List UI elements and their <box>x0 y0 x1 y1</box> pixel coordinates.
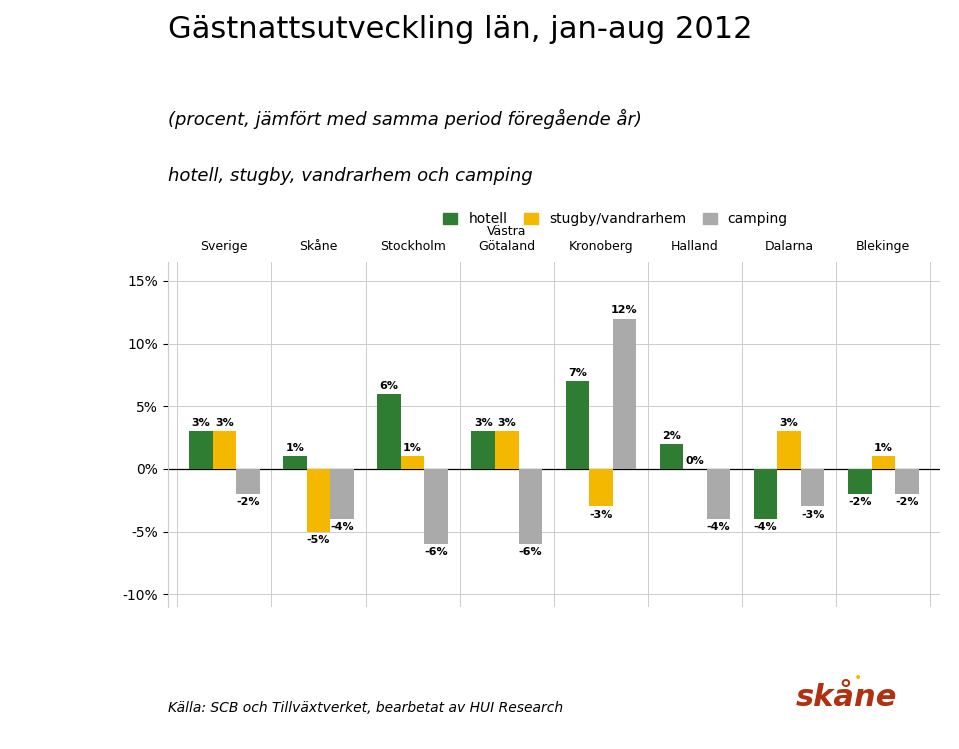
Text: -2%: -2% <box>236 497 260 507</box>
Bar <box>519 469 542 544</box>
Bar <box>213 431 236 469</box>
Bar <box>236 469 260 494</box>
Text: -4%: -4% <box>754 522 778 532</box>
Text: •: • <box>854 671 862 685</box>
Bar <box>495 431 519 469</box>
Legend: hotell, stugby/vandrarhem, camping: hotell, stugby/vandrarhem, camping <box>443 212 788 226</box>
Text: Källa: SCB och Tillväxtverket, bearbetat av HUI Research: Källa: SCB och Tillväxtverket, bearbetat… <box>168 701 563 715</box>
Text: Gästnattsutveckling län, jan-aug 2012: Gästnattsutveckling län, jan-aug 2012 <box>168 15 752 44</box>
Text: 1%: 1% <box>874 443 893 453</box>
Bar <box>754 469 778 519</box>
Bar <box>848 469 872 494</box>
Text: Dalarna: Dalarna <box>764 240 814 252</box>
Text: -6%: -6% <box>519 548 542 557</box>
Bar <box>401 456 425 469</box>
Text: Blekinge: Blekinge <box>856 240 910 252</box>
Text: 3%: 3% <box>474 418 493 428</box>
Bar <box>377 394 401 469</box>
Text: Halland: Halland <box>671 240 719 252</box>
Text: Kronoberg: Kronoberg <box>569 240 633 252</box>
Bar <box>707 469 731 519</box>
Text: skåne: skåne <box>795 682 897 712</box>
Bar <box>660 444 683 469</box>
Bar <box>566 381 589 469</box>
Text: 6%: 6% <box>380 380 399 390</box>
Text: 2%: 2% <box>662 431 681 440</box>
Bar <box>330 469 354 519</box>
Text: 1%: 1% <box>286 443 304 453</box>
Text: 0%: 0% <box>686 455 705 466</box>
Text: Sverige: Sverige <box>200 240 248 252</box>
Text: Skåne: Skåne <box>299 240 338 252</box>
Text: (procent, jämfört med samma period föregående år): (procent, jämfört med samma period föreg… <box>168 109 642 129</box>
Text: -4%: -4% <box>330 522 354 532</box>
Text: -3%: -3% <box>801 509 825 520</box>
Text: 3%: 3% <box>498 418 516 428</box>
Bar <box>801 469 825 506</box>
Text: Stockholm: Stockholm <box>380 240 446 252</box>
Bar <box>895 469 919 494</box>
Bar <box>283 456 307 469</box>
Text: -4%: -4% <box>707 522 731 532</box>
Bar <box>472 431 495 469</box>
Text: hotell, stugby, vandrarhem och camping: hotell, stugby, vandrarhem och camping <box>168 167 532 185</box>
Text: 12%: 12% <box>611 306 638 315</box>
Text: skane.com: skane.com <box>31 19 99 31</box>
Text: -5%: -5% <box>307 535 330 545</box>
Text: -2%: -2% <box>848 497 872 507</box>
Text: -2%: -2% <box>895 497 919 507</box>
Bar <box>425 469 448 544</box>
Text: 7%: 7% <box>568 368 587 378</box>
Text: 3%: 3% <box>215 418 234 428</box>
Bar <box>872 456 895 469</box>
Text: -3%: -3% <box>589 509 613 520</box>
Text: -6%: -6% <box>424 548 448 557</box>
Bar <box>778 431 801 469</box>
Bar <box>189 431 213 469</box>
Text: 1%: 1% <box>403 443 422 453</box>
Text: 3%: 3% <box>192 418 210 428</box>
Bar <box>589 469 613 506</box>
Text: Västra
Götaland: Västra Götaland <box>479 225 535 252</box>
Bar <box>307 469 330 532</box>
Bar <box>613 318 636 469</box>
Text: 3%: 3% <box>780 418 799 428</box>
